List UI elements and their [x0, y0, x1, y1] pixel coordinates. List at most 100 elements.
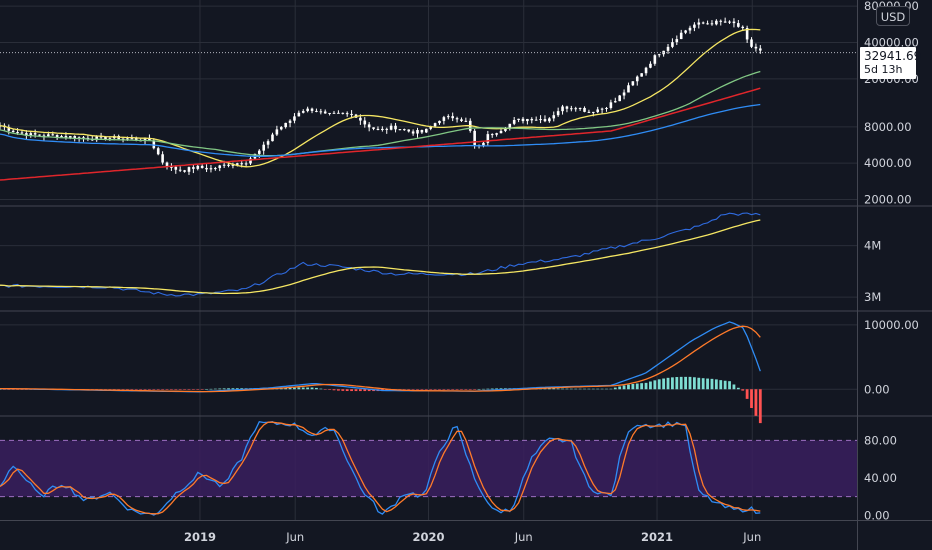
- candle-body: [684, 30, 687, 33]
- candle-body: [11, 130, 15, 133]
- macd-histogram-bar: [547, 388, 551, 390]
- macd-histogram-bar: [565, 388, 569, 390]
- candle-body: [517, 118, 520, 120]
- macd-histogram-bar: [561, 388, 564, 390]
- macd-histogram-bar: [649, 381, 652, 390]
- candle-body: [737, 23, 740, 27]
- candle-body: [209, 168, 213, 170]
- macd-histogram-bar: [657, 379, 661, 390]
- candle-body: [20, 132, 24, 134]
- macd-histogram-bar: [723, 380, 727, 390]
- candle-body: [148, 137, 151, 141]
- last-price-label: 32941.69 5d 13h: [860, 47, 922, 79]
- stoch-tick-label: 0.00: [864, 508, 890, 522]
- candle-body: [244, 163, 248, 165]
- candle-body: [420, 129, 424, 133]
- macd-histogram-bar: [688, 376, 692, 390]
- candle-body: [33, 133, 37, 135]
- candle-body: [271, 134, 274, 142]
- macd-histogram-bar: [728, 381, 731, 390]
- candle-body: [90, 139, 94, 141]
- macd-histogram-bar: [697, 377, 701, 390]
- candle-body: [165, 162, 169, 167]
- candle-body: [609, 102, 613, 108]
- macd-histogram-bar: [323, 389, 327, 390]
- candle-body: [631, 81, 635, 86]
- macd-histogram-bar: [732, 384, 736, 390]
- candle-body: [315, 110, 318, 112]
- currency-button[interactable]: USD: [876, 6, 910, 26]
- candle-body: [728, 21, 731, 23]
- macd-histogram-bar: [148, 389, 151, 390]
- candle-body: [372, 127, 375, 129]
- candle-body: [429, 126, 432, 129]
- macd-histogram-bar: [319, 388, 323, 390]
- macd-histogram-bar: [473, 389, 477, 390]
- macd-histogram-bar: [499, 388, 503, 390]
- candle-body: [543, 119, 547, 122]
- candle-body: [205, 167, 208, 170]
- macd-histogram-bar: [442, 389, 446, 390]
- macd-histogram-bar: [556, 388, 560, 390]
- candle-body: [548, 118, 551, 122]
- candle-body: [587, 111, 591, 113]
- macd-histogram-bar: [640, 383, 644, 390]
- last-price-value: 32941.69: [864, 49, 922, 63]
- macd-histogram-bar: [701, 378, 705, 390]
- macd-histogram-bar: [130, 389, 134, 390]
- candle-body: [552, 115, 556, 119]
- candle-body: [279, 127, 283, 130]
- candle-body: [174, 166, 178, 170]
- candle-body: [187, 167, 191, 172]
- candle-body: [539, 119, 542, 121]
- price-tick-label: 4000.00: [864, 156, 912, 170]
- candle-body: [732, 21, 736, 24]
- macd-histogram-bar: [341, 389, 345, 391]
- macd-histogram-bar: [183, 389, 186, 390]
- macd-histogram-bar: [490, 388, 494, 390]
- candle-body: [152, 140, 156, 149]
- candle-body: [104, 136, 107, 140]
- candle-body: [693, 24, 696, 28]
- obv-line: [0, 212, 761, 297]
- macd-histogram-bar: [367, 389, 371, 392]
- candle-body: [596, 109, 600, 113]
- macd-histogram-bar: [337, 389, 340, 391]
- bar-countdown: 5d 13h: [864, 63, 903, 76]
- macd-histogram-bar: [635, 383, 639, 390]
- macd-histogram-bar: [310, 387, 314, 390]
- macd-histogram-bar: [209, 388, 213, 390]
- candle-body: [446, 116, 450, 118]
- candle-body: [121, 138, 125, 140]
- candle-body: [433, 123, 437, 127]
- macd-histogram-bar: [191, 389, 195, 390]
- candle-body: [381, 128, 384, 131]
- macd-histogram-bar: [2, 389, 6, 390]
- macd-histogram-bar: [178, 389, 182, 390]
- candle-body: [16, 132, 19, 134]
- macd-histogram-bar: [600, 388, 604, 390]
- candle-body: [257, 150, 261, 154]
- candle-body: [359, 117, 362, 121]
- macd-histogram-bar: [126, 389, 129, 390]
- macd-histogram-bar: [679, 376, 683, 390]
- candle-body: [367, 124, 371, 128]
- candle-body: [214, 168, 217, 170]
- candle-body: [679, 32, 683, 40]
- candle-body: [345, 113, 349, 115]
- macd-histogram-bar: [354, 389, 358, 392]
- macd-histogram-bar: [675, 377, 679, 390]
- candle-body: [644, 67, 648, 74]
- candle-body: [425, 128, 428, 133]
- candle-body: [47, 134, 50, 137]
- candle-body: [69, 136, 72, 138]
- candle-body: [389, 125, 393, 130]
- macd-histogram-bar: [345, 389, 349, 392]
- candle-body: [649, 63, 652, 68]
- macd-histogram-bar: [644, 382, 648, 390]
- macd-histogram-bar: [596, 388, 600, 390]
- candle-body: [653, 55, 657, 64]
- macd-histogram-bar: [121, 389, 125, 390]
- candle-body: [578, 107, 582, 109]
